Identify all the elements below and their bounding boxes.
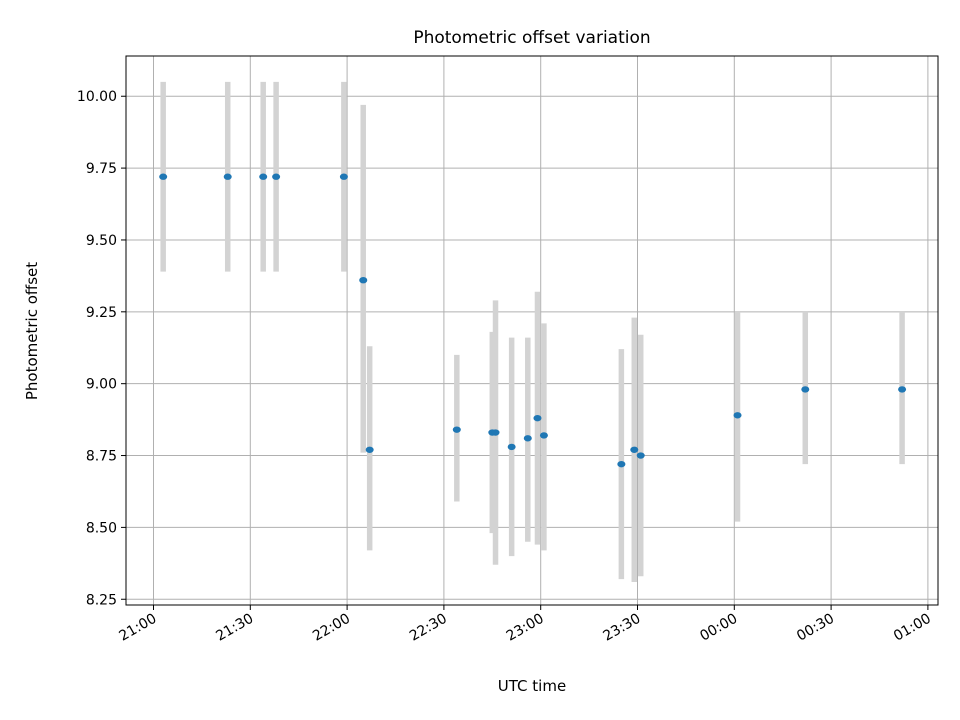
data-point bbox=[898, 386, 907, 393]
y-tick-label: 9.25 bbox=[86, 305, 117, 321]
y-tick-label: 9.50 bbox=[86, 233, 117, 249]
plot-area-frame bbox=[125, 55, 939, 606]
data-point bbox=[259, 173, 268, 180]
y-axis-label: Photometric offset bbox=[23, 262, 41, 400]
data-point bbox=[223, 173, 232, 180]
data-point bbox=[272, 173, 281, 180]
data-point bbox=[159, 173, 168, 180]
y-axis-ticks: 8.25 8.50 8.75 9.00 9.25 9.50 9.75 10.00 bbox=[77, 89, 126, 608]
data-point bbox=[507, 443, 516, 451]
data-point bbox=[359, 276, 368, 284]
data-point bbox=[491, 429, 500, 436]
y-tick-label: 10.00 bbox=[77, 89, 117, 105]
y-tick-label: 9.75 bbox=[86, 161, 117, 177]
data-point bbox=[630, 446, 639, 453]
y-tick-label: 9.00 bbox=[86, 377, 117, 393]
data-point bbox=[365, 446, 374, 453]
y-tick-label: 8.75 bbox=[86, 449, 117, 465]
y-tick-label: 8.50 bbox=[86, 520, 117, 536]
x-axis-label: UTC time bbox=[498, 677, 566, 695]
data-points bbox=[159, 173, 907, 468]
data-point bbox=[339, 173, 348, 180]
data-point bbox=[801, 386, 810, 393]
data-point bbox=[533, 414, 542, 422]
data-point bbox=[733, 412, 742, 419]
data-point bbox=[539, 432, 548, 439]
data-point bbox=[452, 426, 461, 433]
data-point bbox=[636, 452, 645, 459]
data-point bbox=[617, 460, 626, 468]
chart-title: Photometric offset variation bbox=[413, 28, 650, 48]
y-tick-label: 8.25 bbox=[86, 592, 117, 608]
data-point bbox=[523, 435, 532, 442]
